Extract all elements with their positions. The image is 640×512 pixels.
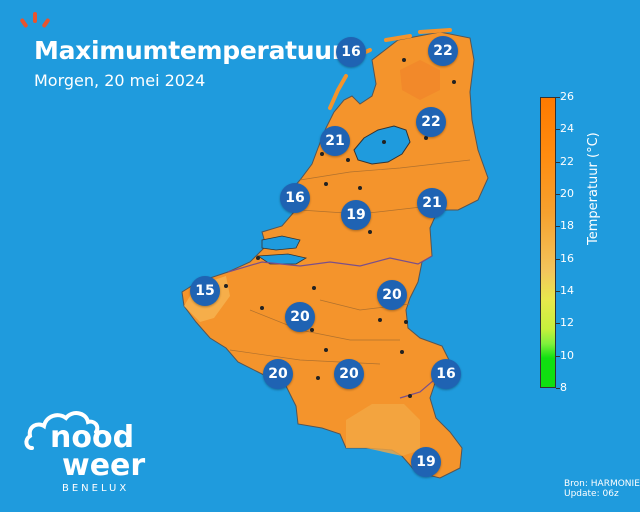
temp-bubble: 21 [320,126,350,156]
temp-bubble: 16 [336,37,366,67]
colorbar-tick-mark [556,161,560,163]
temp-bubble: 19 [341,200,371,230]
temp-value: 20 [339,366,359,382]
temp-value: 22 [421,114,441,130]
temp-bubble: 22 [428,36,458,66]
temp-bubble: 20 [263,359,293,389]
temp-bubble: 16 [280,183,310,213]
temp-value: 16 [285,190,305,206]
colorbar-tick-mark [556,291,560,292]
colorbar-tick-mark [556,355,560,357]
colorbar-tick-mark [556,323,560,325]
temp-value: 16 [341,44,361,60]
sun-icon [20,12,50,28]
temp-bubble: 20 [377,280,407,310]
logo-word-weer: weer [62,448,146,483]
city-dots [224,58,456,454]
noodweer-logo-cloud-icon [24,411,100,450]
temp-value: 20 [290,309,310,325]
colorbar-tick-label: 16 [560,251,574,265]
temp-value: 21 [325,133,345,149]
temp-bubble: 16 [431,359,461,389]
source-update: Update: 06z [564,489,619,499]
temperature-colorbar [540,97,556,388]
colorbar-tick-mark [556,129,560,131]
temp-value: 22 [433,43,453,59]
temp-value: 19 [346,207,366,223]
colorbar-tick-label: 24 [560,122,574,136]
colorbar-tick-mark [556,194,560,195]
temp-bubble: 19 [411,447,441,477]
temp-value: 16 [436,366,456,382]
colorbar-tick-mark [556,388,560,389]
colorbar-tick-label: 26 [560,90,574,103]
source-model: Bron: HARMONIE [564,479,640,489]
page-title: Maximumtemperatuur [34,36,344,65]
temp-bubble: 21 [417,188,447,218]
ardennes-cooler [346,404,420,456]
colorbar-tick-mark [556,258,560,260]
colorbar-tick-label: 14 [560,284,574,297]
colorbar-tick-label: 18 [560,219,574,233]
country-shapes [181,28,489,479]
ijsselmeer [353,125,411,165]
colorbar-tick-label: 20 [560,187,574,200]
be-lux-border [399,379,435,399]
temp-bubble: 20 [334,359,364,389]
colorbar-tick-mark [556,97,560,98]
colorbar-tick-label: 8 [560,381,567,394]
north-cooler [400,60,440,100]
temp-bubble: 20 [285,302,315,332]
zeeland-water [261,235,301,251]
colorbar-label: Temperatuur (°C) [586,132,601,245]
colorbar-tick-label: 22 [560,154,574,168]
temp-value: 21 [422,195,442,211]
temp-bubble: 22 [416,107,446,137]
colorbar-tick-label: 10 [560,348,574,362]
temp-value: 20 [268,366,288,382]
logo-word-nood: nood [50,420,135,455]
nl-be-border [227,255,433,273]
colorbar-tick-label: 12 [560,316,574,330]
temp-value: 15 [195,283,215,299]
temp-value: 19 [416,454,436,470]
temp-bubble: 15 [190,276,220,306]
colorbar-tick-mark [556,226,560,228]
temp-value: 20 [382,287,402,303]
forecast-date: Morgen, 20 mei 2024 [34,71,206,90]
logo-word-benelux: BENELUX [62,483,130,494]
source-info: Bron: HARMONIE Update: 06z [564,479,640,499]
